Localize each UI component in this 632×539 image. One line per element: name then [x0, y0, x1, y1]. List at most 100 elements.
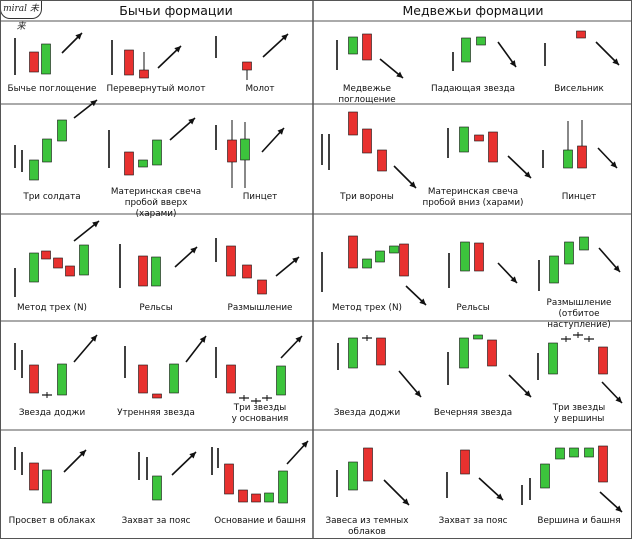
- bull-candle: [264, 492, 274, 503]
- bear-candle: [242, 61, 252, 71]
- bearish-pattern-label: Пинцет: [561, 192, 597, 202]
- bull-candle: [555, 447, 565, 460]
- bear-candle: [227, 139, 237, 163]
- bearish-pattern-6: [542, 120, 618, 169]
- bearish-pattern-label: Медвежье поглощение: [338, 84, 396, 105]
- bull-candle: [564, 241, 574, 265]
- bull-candle: [584, 447, 594, 458]
- bear-candle: [598, 445, 608, 483]
- bear-candle: [348, 111, 358, 136]
- bear-candle: [124, 151, 134, 176]
- bearish-pattern-label: Захват за пояс: [438, 516, 508, 526]
- bullish-pattern-4: [14, 99, 98, 181]
- bull-candle: [152, 139, 162, 166]
- bear-candle: [29, 51, 39, 73]
- bear-candle: [41, 250, 51, 260]
- bull-candle: [460, 241, 470, 272]
- bull-candle: [476, 36, 486, 46]
- bullish-pattern-8: [119, 244, 198, 288]
- arrow-head: [301, 441, 308, 448]
- bullish-pattern-label: Просвет в облаках: [8, 516, 96, 526]
- bear-candle: [362, 33, 372, 61]
- arrow-head: [199, 336, 206, 343]
- bear-candle: [139, 69, 149, 79]
- arrow-head: [281, 34, 288, 41]
- bear-candle: [377, 149, 387, 172]
- arrow-head: [414, 390, 421, 397]
- bearish-pattern-14: [446, 449, 504, 501]
- arrow-head: [90, 100, 97, 107]
- bear-candle: [29, 462, 39, 491]
- bearish-pattern-4: [321, 111, 417, 189]
- bullish-pattern-label: Молот: [245, 84, 275, 94]
- bull-candle: [57, 119, 67, 142]
- bullish-pattern-label: Утренняя звезда: [117, 408, 195, 418]
- bullish-pattern-9: [215, 238, 300, 295]
- bearish-pattern-3: [544, 30, 620, 66]
- bull-candle: [42, 138, 52, 163]
- bull-candle: [579, 236, 589, 251]
- bear-candle: [224, 463, 234, 495]
- bearish-pattern-1: [336, 33, 404, 79]
- arrow-head: [402, 498, 409, 505]
- bear-candle: [138, 255, 148, 287]
- arrow-head: [396, 71, 403, 78]
- bear-candle: [598, 346, 608, 375]
- bearish-pattern-9: [538, 236, 621, 291]
- bear-candle: [251, 493, 261, 503]
- bull-candle: [151, 256, 161, 287]
- header-bullish: Бычьи формации: [119, 3, 233, 18]
- bear-candle: [226, 245, 236, 277]
- bearish-pattern-label: Вечерняя звезда: [433, 408, 513, 418]
- bearish-pattern-11: [447, 334, 532, 398]
- bearish-pattern-10: [337, 335, 422, 398]
- bullish-pattern-2: [111, 40, 182, 79]
- arrow-head: [90, 335, 97, 342]
- bearish-pattern-2: [452, 36, 517, 71]
- bear-candle: [376, 337, 386, 366]
- bullish-pattern-13: [14, 447, 87, 504]
- bear-candle: [363, 447, 373, 482]
- bearish-pattern-label: Висельник: [554, 84, 604, 94]
- bull-candle: [169, 363, 179, 394]
- bullish-pattern-label: Три солдата: [23, 192, 81, 202]
- bullish-pattern-label: Пинцет: [242, 192, 278, 202]
- bearish-pattern-label: Три вороны: [340, 192, 394, 202]
- bearish-pattern-15: [521, 445, 623, 513]
- arrow-head: [190, 247, 197, 254]
- bear-candle: [474, 242, 484, 272]
- bullish-pattern-label: Три звезды у основания: [231, 403, 289, 424]
- bull-candle: [375, 250, 385, 263]
- bearish-pattern-label: Размышление (отбитое наступление): [546, 298, 612, 330]
- bull-candle: [41, 43, 51, 75]
- bullish-pattern-14: [138, 451, 197, 501]
- bear-candle: [53, 257, 63, 269]
- bullish-pattern-label: Метод трех (N): [17, 303, 87, 313]
- bull-candle: [57, 363, 67, 396]
- bearish-pattern-label: Завеса из темных облаков: [325, 516, 409, 537]
- arrow-head: [75, 33, 82, 40]
- bear-candle: [488, 131, 498, 163]
- bear-candle: [474, 134, 484, 142]
- bullish-pattern-label: Звезда доджи: [18, 408, 86, 418]
- bearish-pattern-12: [537, 332, 623, 404]
- bearish-pattern-label: Метод трех (N): [332, 303, 402, 313]
- bear-candle: [124, 49, 134, 76]
- arrow-head: [295, 336, 302, 343]
- bullish-pattern-11: [124, 335, 207, 399]
- bull-candle: [473, 334, 483, 340]
- bull-candle: [461, 37, 471, 63]
- bullish-pattern-label: Рельсы: [139, 303, 173, 313]
- bearish-pattern-label: Материнская свеча пробой вниз (харами): [422, 187, 524, 208]
- bullish-pattern-label: Бычье поглощение: [7, 84, 97, 94]
- arrow-head: [524, 171, 531, 178]
- bearish-pattern-7: [321, 235, 427, 306]
- bearish-pattern-label: Падающая звезда: [430, 84, 516, 94]
- bullish-pattern-7: [14, 220, 100, 297]
- bear-candle: [152, 393, 162, 399]
- arrow-head: [419, 298, 426, 305]
- bull-candle: [348, 461, 358, 491]
- bear-candle: [65, 265, 75, 277]
